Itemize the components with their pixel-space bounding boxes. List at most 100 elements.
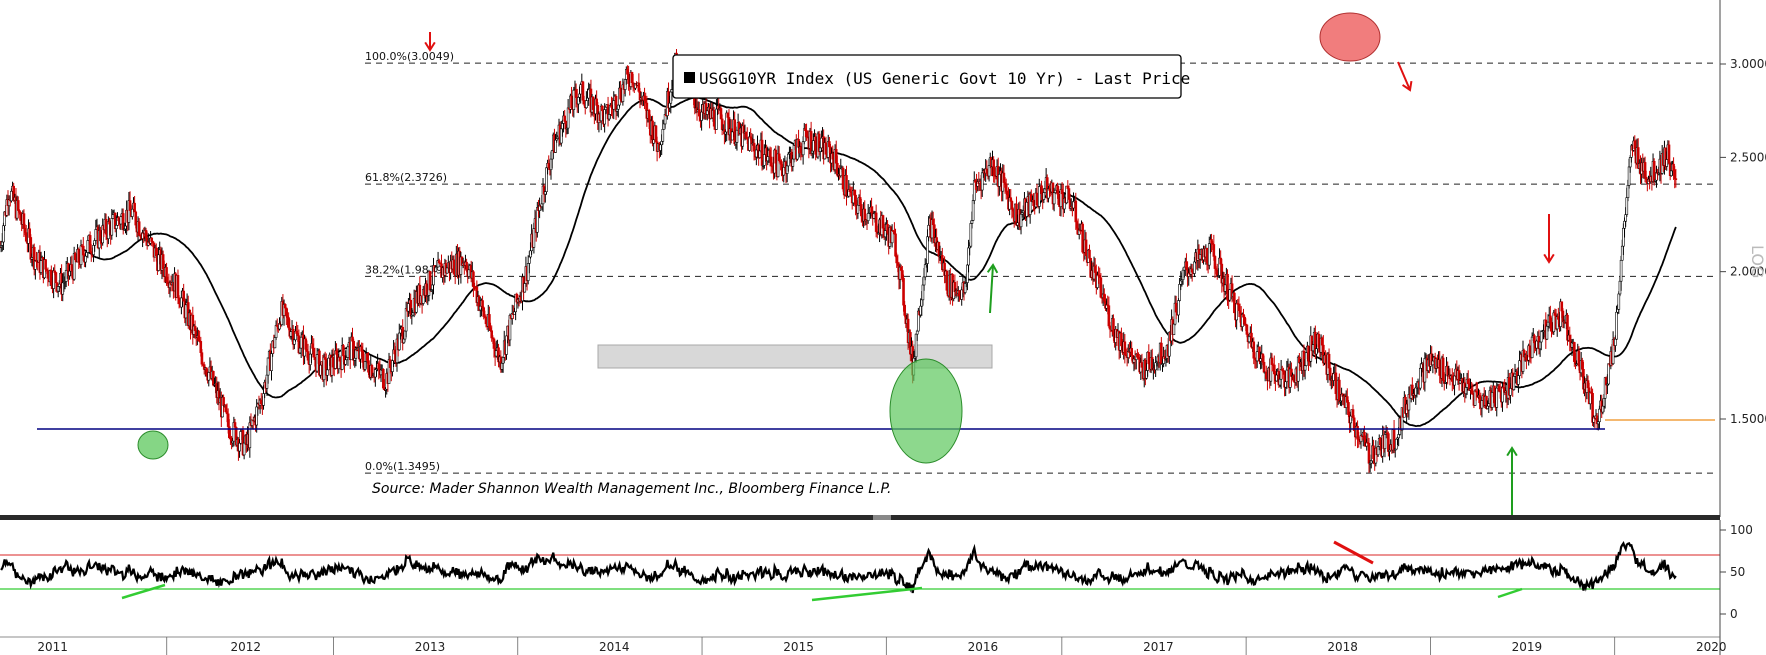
annotation-arrows (424, 32, 1555, 515)
candle-body (860, 204, 863, 217)
candle-body (733, 119, 736, 145)
candle-body (820, 137, 823, 149)
candle-body (1035, 192, 1039, 206)
x-tick-label: 2017 (1143, 640, 1174, 654)
rsi-trendline-2018 (1333, 540, 1374, 565)
candle-body (661, 129, 665, 142)
fib-label: 38.2%(1.9819) (365, 263, 447, 276)
rsi-y-tick-label: 50 (1730, 565, 1745, 579)
price-y-tick-label: 3.0000 (1730, 57, 1766, 71)
candle-body (344, 359, 347, 365)
candle-body (1130, 348, 1133, 356)
fib-label: 100.0%(3.0049) (365, 50, 454, 63)
candle-body (1004, 183, 1008, 192)
rsi-trendline-2019 (1497, 587, 1523, 599)
candle-body (1107, 305, 1111, 327)
price-y-axis: 1.5000 2.0000 2.5000 3.0000 (1720, 57, 1766, 426)
legend-swatch (684, 72, 695, 83)
price-candles (0, 49, 1678, 473)
x-tick-label: 2016 (968, 640, 999, 654)
candle-body (1255, 351, 1259, 362)
candle-body (1453, 375, 1456, 386)
x-tick-label: 2015 (783, 640, 814, 654)
candle-body (1667, 144, 1671, 164)
x-tick-label: 2020 (1696, 640, 1727, 654)
source-text: Source: Mader Shannon Wealth Management … (372, 481, 891, 497)
candle-body (1177, 300, 1180, 316)
scale-label: LOG (1748, 245, 1766, 278)
candle-body (110, 218, 114, 236)
candle-body (1652, 160, 1656, 182)
candle-body (1509, 388, 1512, 396)
candle-body (1615, 311, 1618, 340)
candle-body (814, 136, 817, 155)
candle-body (1372, 445, 1375, 459)
candle-body (1392, 429, 1396, 451)
candle-body (266, 357, 270, 376)
candle-body (1088, 249, 1091, 259)
green-ellipse-2016 (889, 358, 963, 464)
price-y-tick-label: 2.0000 (1730, 265, 1766, 279)
candle-body (856, 204, 860, 214)
x-tick-label: 2018 (1327, 640, 1358, 654)
candle-body (222, 397, 225, 406)
candle-body (54, 272, 58, 284)
red-arrow-2013-head (424, 41, 436, 52)
moving-average-line (79, 96, 1677, 428)
candle-body (915, 330, 919, 335)
rsi-y-tick-label: 100 (1730, 523, 1753, 537)
red-circle-2018 (1319, 12, 1381, 62)
green-arrow-2016-head (986, 263, 999, 274)
x-tick-label: 2019 (1512, 640, 1543, 654)
candle-body (1193, 261, 1196, 274)
rsi-y-tick-label: 0 (1730, 607, 1738, 621)
candle-body (425, 283, 428, 297)
candle-body (1190, 268, 1194, 273)
candle-body (1233, 292, 1236, 314)
candle-body (1518, 360, 1521, 376)
red-arrow-2018 (1397, 61, 1411, 91)
candle-body (200, 352, 204, 365)
x-tick-label: 2013 (415, 640, 446, 654)
candle-body (1037, 186, 1041, 207)
candle-body (1387, 433, 1390, 452)
panel-separator (0, 515, 1720, 520)
candle-body (326, 369, 329, 376)
x-tick-label: 2011 (37, 640, 68, 654)
candle-body (1052, 192, 1056, 205)
candle-body (863, 208, 867, 222)
price-panel: 100.0%(3.0049) 61.8%(2.3726) 38.2%(1.9819)… (0, 0, 1766, 517)
green-arrow-2016 (989, 264, 994, 314)
candle-body (1614, 338, 1617, 346)
candle-body (313, 356, 317, 361)
candle-body (176, 275, 180, 299)
x-axis: 2011 2012 2013 2014 2015 2016 2017 2018 2019 2020 (0, 636, 1727, 655)
candle-body (84, 255, 87, 263)
x-tick-label: 2014 (599, 640, 630, 654)
candle-body (137, 221, 141, 236)
candle-body (563, 115, 567, 122)
candle-body (1172, 323, 1176, 335)
rsi-y-axis: 0 50 100 (1720, 523, 1753, 621)
candle-body (841, 167, 845, 190)
candle-body (1074, 200, 1078, 223)
rsi-panel: 0 50 100 (0, 520, 1753, 655)
candle-body (1235, 303, 1238, 321)
legend-label: USGG10YR Index (US Generic Govt 10 Yr) -… (699, 69, 1190, 88)
legend-box (672, 54, 1182, 99)
candle-body (890, 230, 894, 244)
candle-body (1212, 244, 1216, 257)
rsi-trendline-2016 (811, 586, 923, 602)
panel-splitter-handle[interactable] (873, 515, 891, 520)
candle-body (774, 149, 778, 164)
candle-body (299, 336, 303, 349)
candle-body (1674, 178, 1678, 180)
candle-body (903, 304, 906, 316)
rsi-trendline-2012 (121, 583, 166, 600)
rsi-line (0, 541, 1677, 594)
candle-body (44, 259, 47, 270)
candle-body (585, 100, 588, 108)
price-y-tick-label: 2.5000 (1730, 150, 1766, 164)
rsi-path (0, 541, 1677, 594)
